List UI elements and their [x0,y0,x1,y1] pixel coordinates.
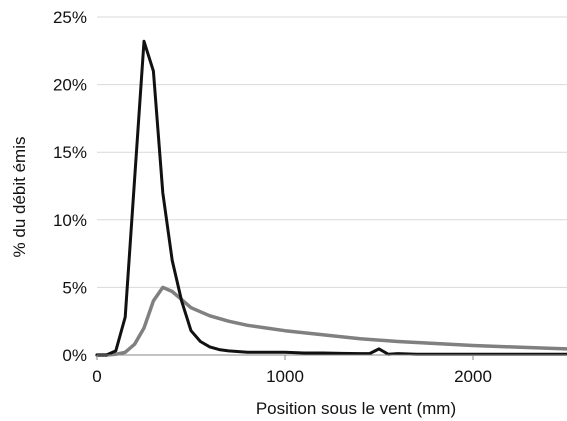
y-axis-title: % du débit émis [10,137,29,258]
series-lines [95,39,567,357]
x-tick-label: 0 [92,367,101,386]
y-tick-label: 25% [53,8,87,27]
y-tick-label: 5% [62,278,87,297]
y-tick-label: 20% [53,76,87,95]
x-axis-title: Position sous le vent (mm) [256,399,456,418]
x-tick-label: 1000 [266,367,304,386]
y-tick-label: 15% [53,143,87,162]
series-line-1 [95,39,567,357]
gridlines [97,16,567,288]
y-tick-label: 10% [53,211,87,230]
x-tick-label: 2000 [454,367,492,386]
x-axis: 0 1000 2000 [92,354,567,386]
y-axis: 0% 5% 10% 15% 20% 25% [53,8,87,365]
series-line-2 [95,285,567,357]
y-tick-label: 0% [62,346,87,365]
